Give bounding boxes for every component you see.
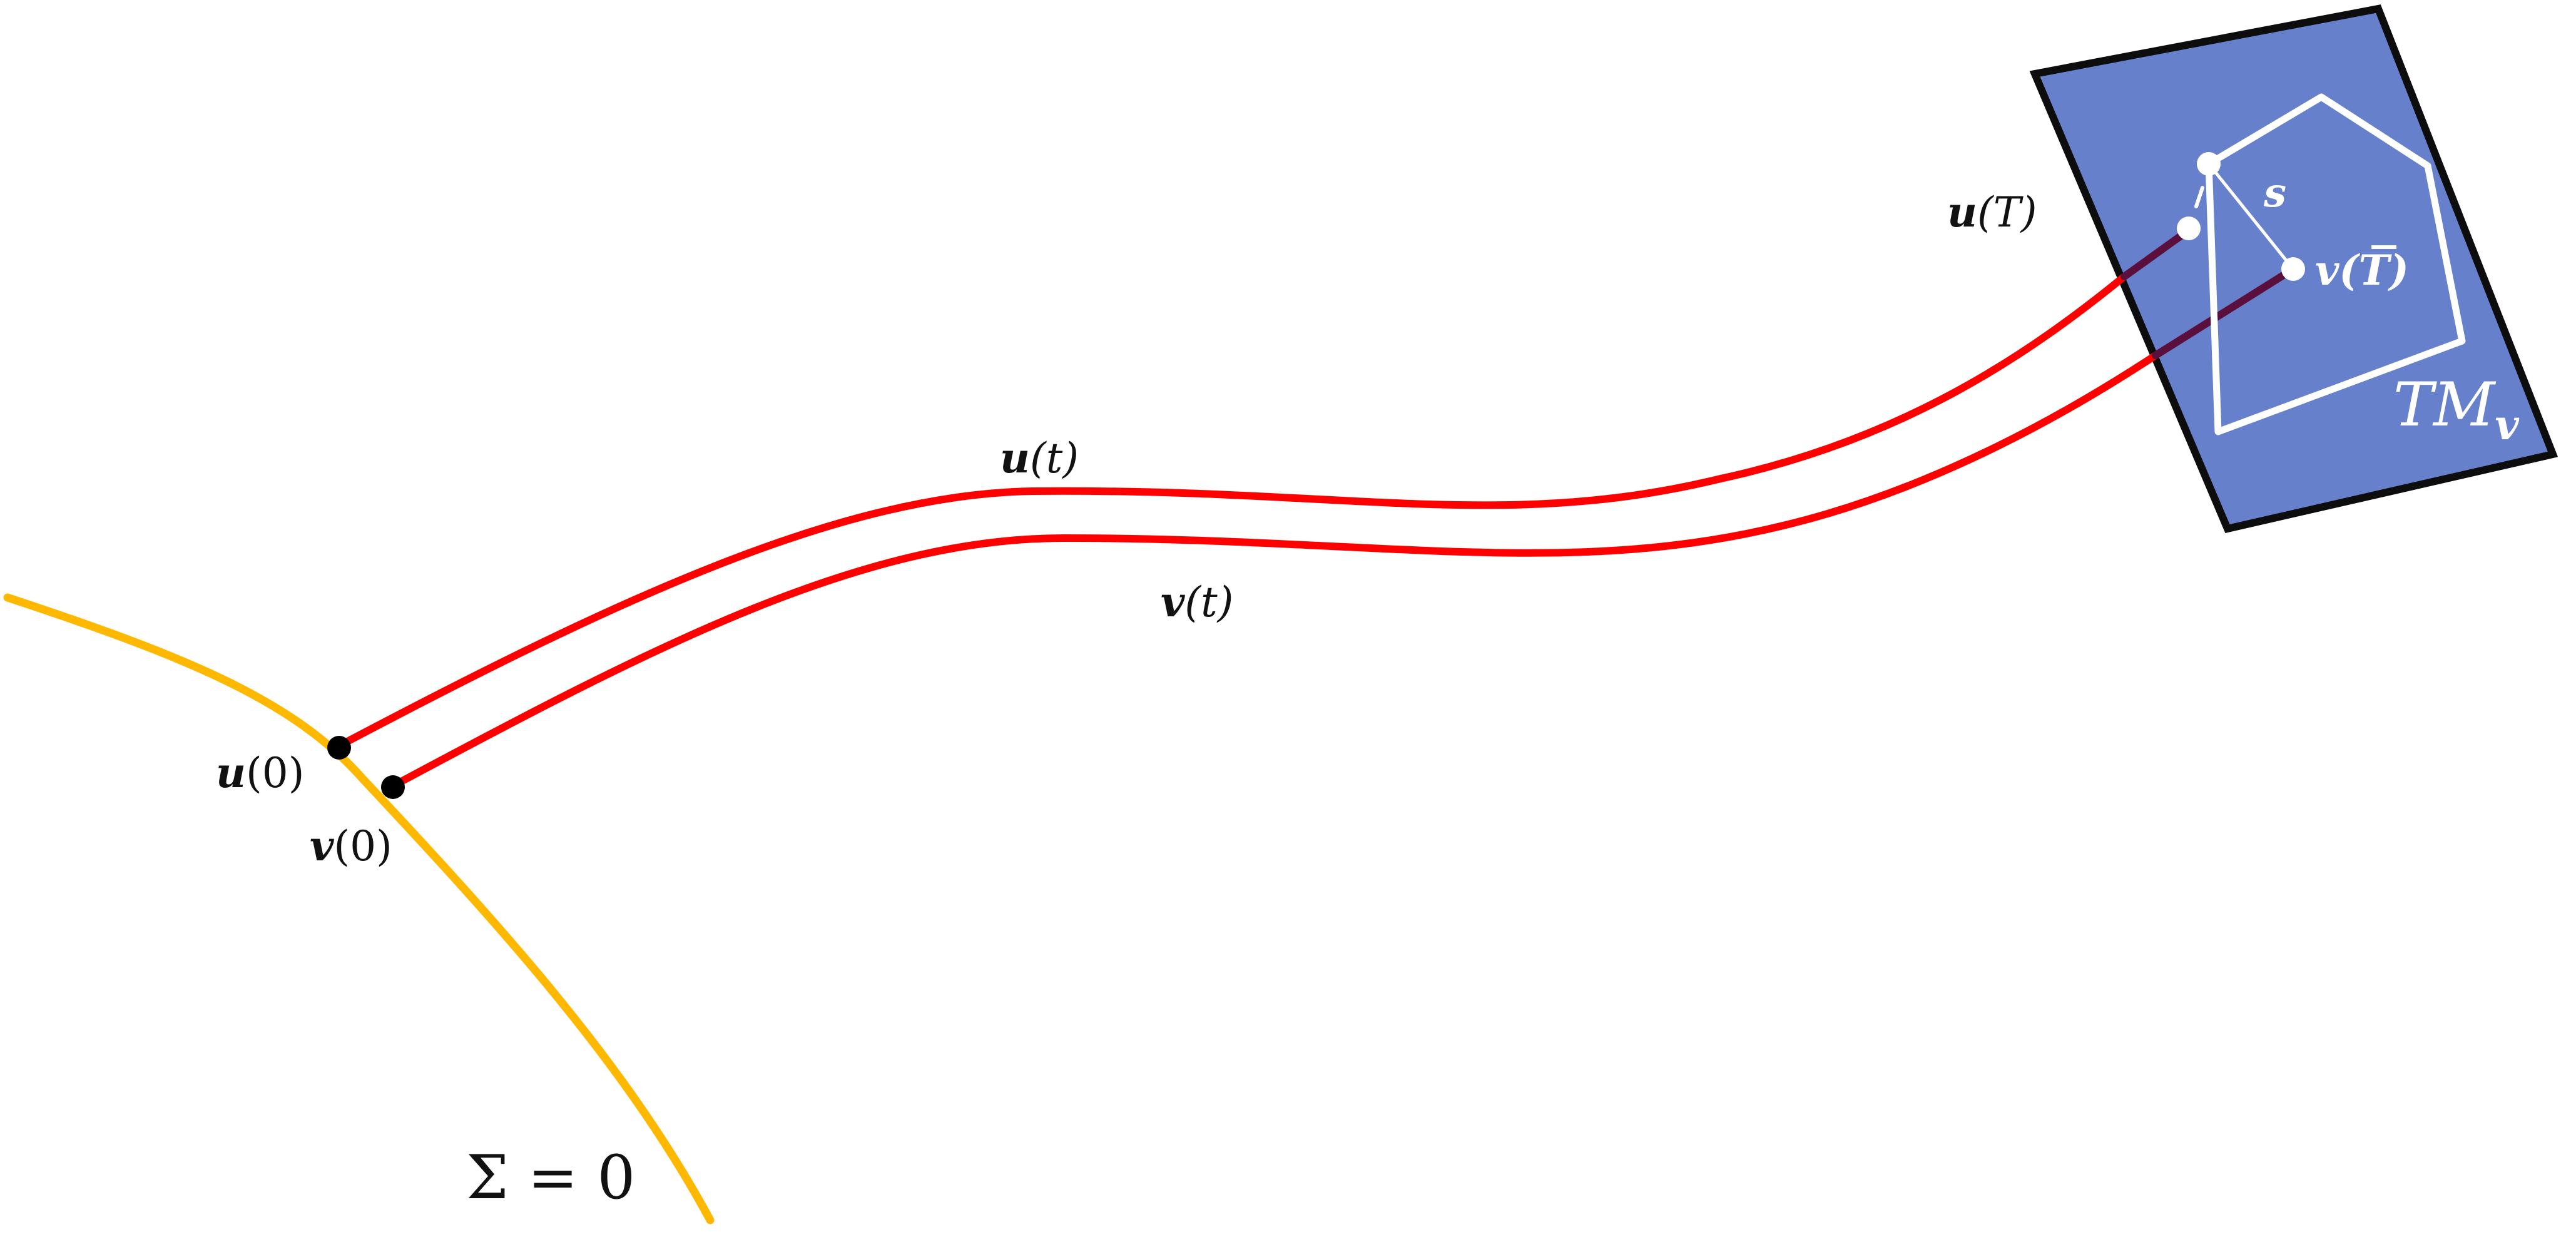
point-polygon-vertex <box>2197 152 2221 176</box>
label-surface-eq: Σ = 0 <box>466 1143 635 1213</box>
label-vt: v(t) <box>1161 578 1233 626</box>
trajectory-u <box>335 273 2128 750</box>
label-ut-arg: (t) <box>1030 434 1079 482</box>
point-u0 <box>327 736 351 760</box>
label-v0-symbol: v <box>310 822 334 870</box>
label-uT-symbol: u <box>1947 188 1977 237</box>
constraint-polygon <box>2205 93 2466 435</box>
segment-s <box>2207 163 2294 270</box>
trajectory-u-inside-plane <box>2120 227 2192 280</box>
label-u0: u(0) <box>216 748 305 797</box>
label-u0-symbol: u <box>216 748 246 797</box>
label-vt-arg: (t) <box>1184 578 1233 626</box>
label-tangent-plane-main: TM <box>2393 370 2497 440</box>
label-vTbar: v(T) <box>2315 246 2409 295</box>
manifold-curve <box>3 593 715 1224</box>
label-ut: u(t) <box>1000 434 1079 482</box>
label-tangent-plane-sub: v <box>2495 400 2519 449</box>
label-ut-symbol: u <box>1000 434 1030 482</box>
point-vTbar <box>2281 257 2305 281</box>
point-v0 <box>381 775 405 799</box>
label-s: s <box>2263 170 2286 216</box>
point-uT <box>2177 216 2201 240</box>
trajectory-v <box>390 352 2159 789</box>
label-v0: v(0) <box>310 822 392 870</box>
label-vt-symbol: v <box>1161 578 1185 626</box>
label-v0-arg: (0) <box>333 822 392 870</box>
trajectory-v-inside-plane <box>2152 265 2297 359</box>
label-uT: u(T) <box>1947 188 2037 237</box>
label-vTbar-arg: (T) <box>2339 246 2409 295</box>
label-vTbar-symbol: v <box>2315 246 2339 295</box>
dash-to-uT <box>2194 186 2204 208</box>
label-u0-arg: (0) <box>246 749 305 797</box>
label-uT-arg: (T) <box>1977 188 2037 237</box>
label-tangent-plane: TMv <box>2393 370 2519 449</box>
